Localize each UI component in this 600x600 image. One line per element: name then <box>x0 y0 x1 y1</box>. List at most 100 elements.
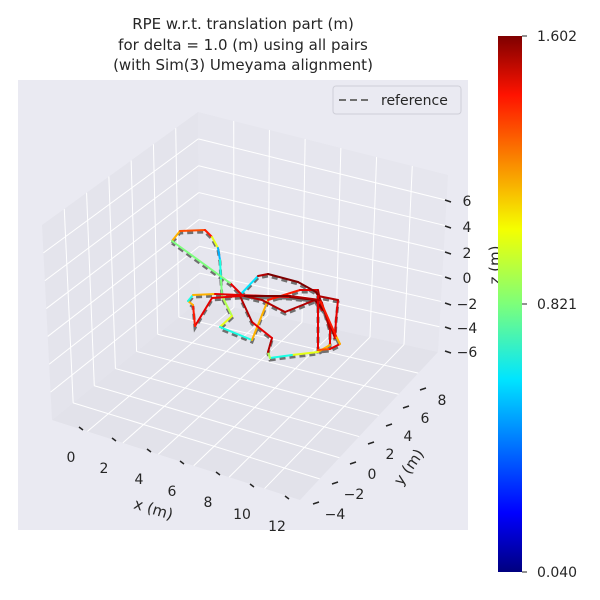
x-tick-mark <box>179 460 185 465</box>
gridline <box>130 160 138 352</box>
gridline <box>199 218 443 277</box>
trajectory-segment <box>329 343 341 350</box>
z-tick-label: 6 <box>463 194 472 210</box>
gridline <box>50 272 201 393</box>
x-tick-mark <box>146 448 152 453</box>
trajectory-segment <box>239 275 259 296</box>
colorbar-tick-mid: 0.821 <box>537 297 577 313</box>
trajectory-segment <box>211 236 219 249</box>
z-tick-label: −6 <box>457 345 478 361</box>
y-tick-label: −2 <box>344 487 365 503</box>
colorbar-tick-min: 0.040 <box>537 565 577 581</box>
trajectory-segment <box>335 299 339 321</box>
gridline <box>157 333 399 395</box>
gridline <box>157 321 303 455</box>
z-tick-label: 0 <box>463 271 472 287</box>
trajectory-segment <box>251 321 273 339</box>
x-tick-label: 6 <box>168 484 177 500</box>
gridline <box>43 138 199 254</box>
gridline <box>44 165 199 282</box>
colorbar <box>498 36 522 572</box>
z-tick-label: 4 <box>463 220 472 236</box>
z-tick-mark <box>444 251 452 255</box>
z-tick-label: −2 <box>457 297 478 313</box>
trajectory-segment <box>314 299 326 313</box>
trajectory-segment <box>297 281 317 293</box>
legend-reference-label: reference <box>381 93 448 109</box>
gridline <box>48 245 200 365</box>
gridline <box>198 192 444 252</box>
x-tick-mark <box>78 426 84 431</box>
gridline <box>198 138 447 201</box>
z-tick-mark <box>444 302 452 306</box>
trajectory-segment <box>317 295 339 301</box>
z-tick-mark <box>444 350 452 354</box>
trajectory-segment <box>194 297 213 327</box>
trajectory-segment <box>319 299 337 337</box>
trajectory-segment <box>171 230 181 242</box>
gridline <box>198 165 446 227</box>
gridline <box>108 176 116 369</box>
gridline <box>72 402 320 480</box>
trajectory-segment <box>284 299 316 313</box>
x-tick-label: 12 <box>268 519 286 535</box>
trajectory-segment <box>317 348 331 351</box>
gridline <box>136 350 379 416</box>
gridline <box>94 385 340 459</box>
trajectory-segment <box>229 282 244 297</box>
y-tick-label: 0 <box>368 467 377 483</box>
y-tick-label: −4 <box>325 507 346 523</box>
y-tick-label: 2 <box>386 447 395 463</box>
x-tick-label: 2 <box>100 461 109 477</box>
y-tick-mark <box>331 481 339 485</box>
z-tick-mark <box>444 326 452 330</box>
left-pane <box>42 112 200 420</box>
gridline <box>369 156 378 338</box>
title-line-1: RPE w.r.t. translation part (m) <box>132 15 354 33</box>
trajectory-segment <box>211 295 241 299</box>
gridline <box>403 165 413 345</box>
gridline <box>264 344 405 489</box>
trajectory-segment <box>251 299 269 341</box>
gridline <box>63 208 74 403</box>
legend: reference <box>332 85 462 115</box>
z-tick-label: 2 <box>463 246 472 262</box>
legend-box <box>332 85 462 115</box>
z-tick-label: −4 <box>457 321 478 337</box>
gridline <box>199 245 441 302</box>
trajectory-segment <box>192 293 216 296</box>
gridline <box>87 307 235 432</box>
trajectory-segment <box>187 300 194 306</box>
trajectory-segment <box>269 354 293 359</box>
trajectory <box>170 229 343 362</box>
trajectory-segment <box>221 295 233 317</box>
gridline <box>86 192 95 386</box>
trajectory-segment <box>171 240 231 284</box>
trajectory-segment <box>289 295 321 301</box>
colorbar-ticks: 1.602 0.821 0.040 <box>522 29 577 581</box>
trajectory-segment <box>291 351 319 356</box>
trajectory-segment <box>219 315 233 328</box>
gridline <box>228 336 371 478</box>
y-tick-mark <box>402 405 410 409</box>
y-tick-mark <box>349 461 357 465</box>
title-line-2: for delta = 1.0 (m) using all pairs <box>118 36 368 54</box>
trajectory-segment <box>204 229 213 238</box>
back-pane <box>198 112 448 352</box>
y-tick-mark <box>367 441 375 445</box>
y-tick-label: 8 <box>438 393 447 409</box>
x-tick-label: 10 <box>233 507 251 523</box>
gridline <box>175 128 180 318</box>
gridline <box>178 316 419 374</box>
trajectory-segment <box>219 326 253 341</box>
gridline <box>152 144 159 335</box>
y-tick-mark <box>419 387 427 391</box>
trajectory-segment <box>192 304 196 327</box>
z-tick-mark <box>444 225 452 229</box>
colorbar-tick-max: 1.602 <box>537 29 577 45</box>
x-tick-label: 4 <box>135 472 144 488</box>
trajectory-segment <box>187 294 194 302</box>
trajectory-segment <box>267 351 271 359</box>
